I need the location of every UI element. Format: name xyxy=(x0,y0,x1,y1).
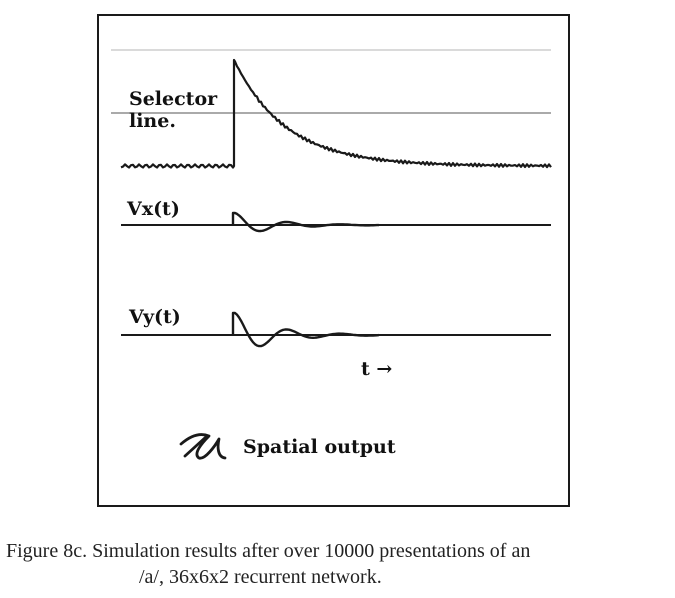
spatial-output-label: Spatial output xyxy=(243,436,396,458)
time-axis-label: t → xyxy=(361,358,393,380)
figure-traces xyxy=(111,49,552,460)
selector-label-line1: Selector xyxy=(129,88,218,110)
vy-trace xyxy=(231,311,380,348)
selector-line-trace xyxy=(120,58,552,169)
caption-line-1: Figure 8c. Simulation results after over… xyxy=(6,540,531,562)
figure-caption: Figure 8c. Simulation results after over… xyxy=(6,538,671,590)
figure-panel: Selector line. Vx(t) Vy(t) t → Spatial o… xyxy=(97,14,570,507)
caption-line-2: /a/, 36x6x2 recurrent network. xyxy=(139,566,382,588)
vx-trace xyxy=(231,211,379,233)
vx-label: Vx(t) xyxy=(127,198,180,220)
vy-label: Vy(t) xyxy=(129,306,181,328)
spatial-output-glyph xyxy=(179,433,227,460)
selector-label-line2: line. xyxy=(129,110,176,132)
